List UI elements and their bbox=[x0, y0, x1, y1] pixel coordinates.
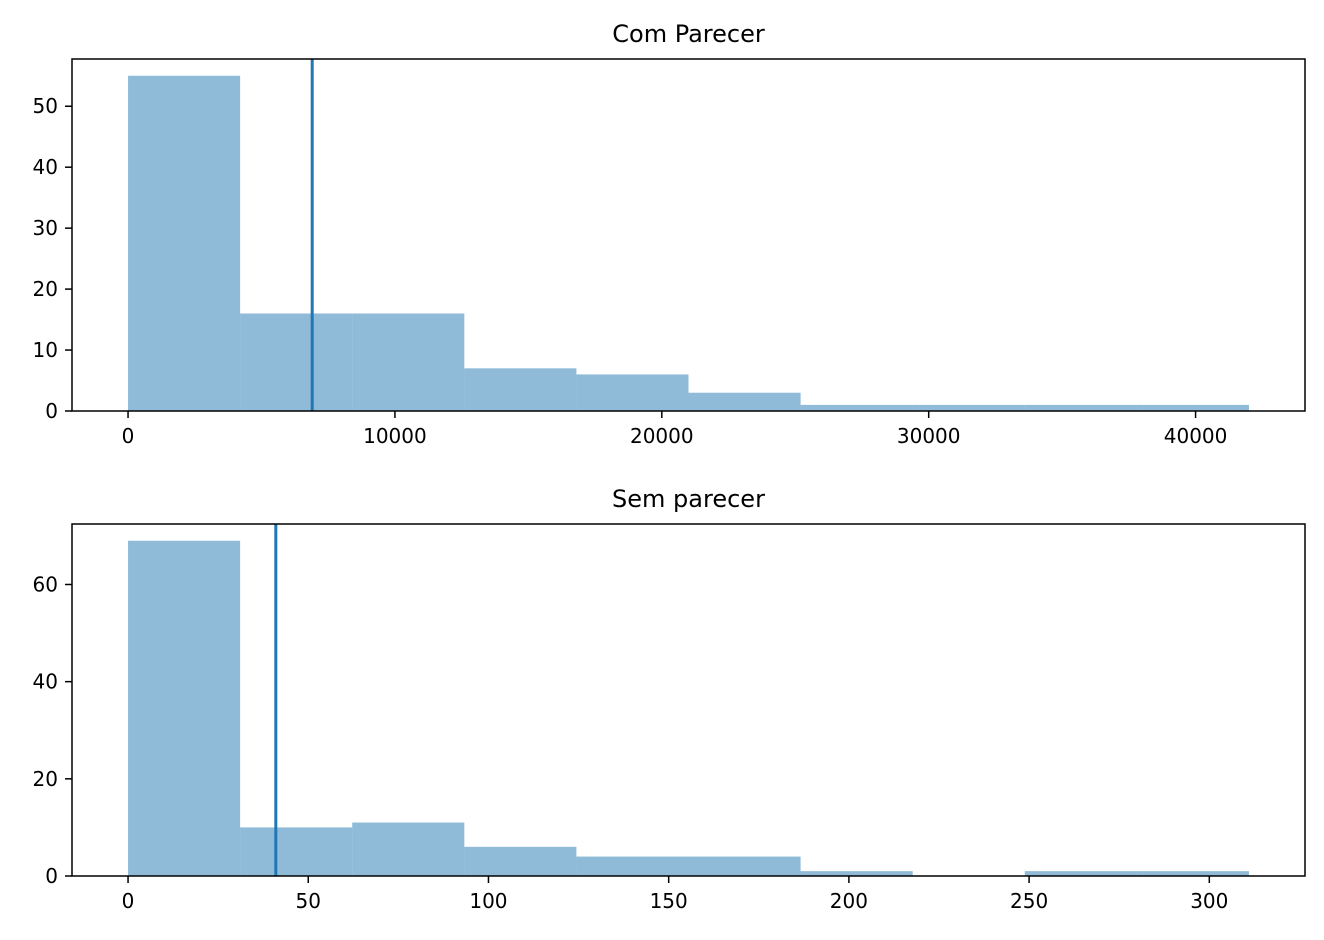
x-tick-label: 150 bbox=[650, 889, 688, 913]
y-tick-label: 60 bbox=[33, 572, 58, 596]
x-tick-label: 20000 bbox=[630, 424, 694, 448]
histogram-bar bbox=[1136, 404, 1249, 411]
x-tick-label: 40000 bbox=[1164, 424, 1228, 448]
histogram-bar bbox=[128, 540, 241, 876]
histogram-bar bbox=[1024, 404, 1137, 411]
histogram-bar bbox=[912, 404, 1025, 411]
histogram-bar bbox=[240, 313, 353, 411]
x-tick-label: 250 bbox=[1010, 889, 1048, 913]
chart-panel-2: 0 50 100 150 200 250 300 0 20 40 60 Sem parecer bbox=[33, 485, 1306, 913]
histogram-bar bbox=[800, 871, 913, 876]
y-tick-label: 40 bbox=[33, 670, 58, 694]
histogram-bar bbox=[464, 368, 577, 411]
chart-title: Com Parecer bbox=[612, 20, 765, 48]
y-tick-label: 0 bbox=[45, 399, 58, 423]
histogram-bar bbox=[1136, 871, 1249, 876]
x-tick-label: 300 bbox=[1190, 889, 1228, 913]
x-tick-label: 200 bbox=[830, 889, 868, 913]
histogram-bar bbox=[128, 75, 241, 411]
y-tick-label: 20 bbox=[33, 767, 58, 791]
histogram-bar bbox=[352, 822, 465, 876]
axes-frame bbox=[71, 523, 1306, 877]
histogram-bar bbox=[576, 374, 689, 411]
histogram-bar bbox=[1024, 871, 1137, 876]
chart-title: Sem parecer bbox=[612, 485, 765, 513]
histogram-bar bbox=[688, 392, 801, 411]
y-tick-label: 20 bbox=[33, 277, 58, 301]
histogram-bar bbox=[800, 404, 913, 411]
y-tick-label: 10 bbox=[33, 338, 58, 362]
histogram-bar bbox=[576, 856, 689, 876]
x-tick-label: 10000 bbox=[363, 424, 427, 448]
histogram-bar bbox=[352, 313, 465, 411]
x-tick-label: 30000 bbox=[897, 424, 961, 448]
x-tick-label: 100 bbox=[469, 889, 507, 913]
axes-frame bbox=[71, 58, 1306, 412]
x-tick-label: 0 bbox=[122, 889, 135, 913]
y-tick-label: 30 bbox=[33, 216, 58, 240]
histogram-bar bbox=[464, 846, 577, 876]
y-tick-label: 50 bbox=[33, 94, 58, 118]
x-tick-label: 0 bbox=[122, 424, 135, 448]
histogram-bar bbox=[240, 827, 353, 876]
y-tick-label: 0 bbox=[45, 864, 58, 888]
chart-panel-1: 0 10000 20000 30000 40000 0 10 20 30 40 50 Com Pare… bbox=[33, 20, 1306, 448]
x-tick-label: 50 bbox=[296, 889, 321, 913]
y-tick-label: 40 bbox=[33, 155, 58, 179]
histogram-bar bbox=[688, 856, 801, 876]
